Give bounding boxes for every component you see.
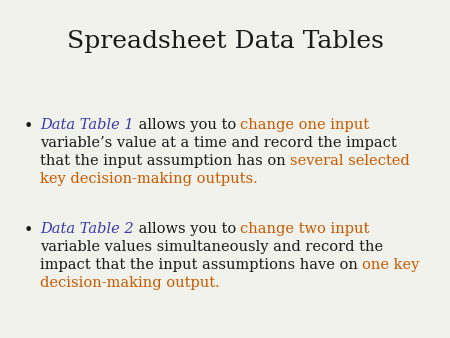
Text: change one input: change one input (240, 118, 369, 132)
Text: key decision-making outputs.: key decision-making outputs. (40, 172, 258, 186)
Text: Spreadsheet Data Tables: Spreadsheet Data Tables (67, 30, 383, 53)
Text: one key: one key (363, 258, 420, 272)
Text: variable’s value at a time and record the impact: variable’s value at a time and record th… (40, 136, 397, 150)
Text: variable values simultaneously and record the: variable values simultaneously and recor… (40, 240, 383, 254)
Text: allows you to: allows you to (134, 118, 240, 132)
Text: allows you to: allows you to (134, 222, 240, 236)
Text: •: • (23, 118, 33, 135)
Text: that the input assumption has on: that the input assumption has on (40, 154, 290, 168)
Text: Data Table 1: Data Table 1 (40, 118, 134, 132)
Text: change two input: change two input (240, 222, 370, 236)
Text: decision-making output.: decision-making output. (40, 276, 220, 290)
Text: •: • (23, 222, 33, 239)
Text: several selected: several selected (290, 154, 410, 168)
Text: Data Table 2: Data Table 2 (40, 222, 134, 236)
Text: impact that the input assumptions have on: impact that the input assumptions have o… (40, 258, 363, 272)
